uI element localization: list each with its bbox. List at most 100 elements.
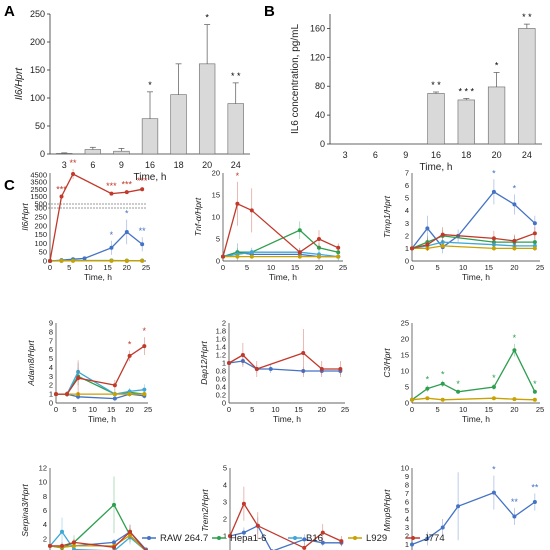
x-tick-label: 25 xyxy=(341,405,349,414)
x-tick-label: 10 xyxy=(89,405,97,414)
y-tick-label: 1.6 xyxy=(216,335,226,344)
x-tick-label: 20 xyxy=(492,150,502,160)
significance-star: ** xyxy=(531,483,539,493)
y-tick-label: 0 xyxy=(405,257,409,266)
series-j774: * xyxy=(221,171,341,259)
y-tick-label: 0.6 xyxy=(216,375,226,384)
data-point xyxy=(440,243,445,248)
panel-letter-b: B xyxy=(264,3,275,20)
significance-star: *** xyxy=(137,176,148,186)
legend-swatch-marker xyxy=(411,536,415,540)
data-point xyxy=(425,536,430,541)
series-j774: ******** *** *** xyxy=(48,158,148,263)
data-point xyxy=(512,238,517,243)
series-line xyxy=(222,202,339,257)
series-j774: ** xyxy=(54,326,147,397)
series-line xyxy=(49,534,147,550)
data-point xyxy=(440,232,445,237)
significance-star: * xyxy=(236,171,240,181)
data-point xyxy=(142,387,147,392)
data-point xyxy=(221,254,225,259)
x-tick-label: 3 xyxy=(343,150,348,160)
bar xyxy=(457,99,475,145)
significance-star: * xyxy=(441,370,445,380)
line-chart-c8: 0123450510152025Time, hTrem2/Hprt xyxy=(200,464,344,550)
legend-label: L929 xyxy=(366,533,387,544)
x-tick-label: 5 xyxy=(436,263,440,272)
y-tick-label: 1.8 xyxy=(216,327,226,336)
y-axis-title: Tnf-α/Hprt xyxy=(193,197,203,236)
data-point xyxy=(317,237,321,241)
x-tick-label: 16 xyxy=(145,160,155,170)
data-point xyxy=(59,194,64,199)
significance-star: * xyxy=(533,379,537,389)
data-point xyxy=(512,246,517,251)
data-point xyxy=(112,396,117,401)
data-point xyxy=(140,242,145,247)
y-tick-label: 0 xyxy=(40,149,45,159)
data-point xyxy=(319,367,324,371)
y-tick-label: 4 xyxy=(49,363,53,372)
x-tick-label: 9 xyxy=(403,150,408,160)
bar xyxy=(198,63,216,155)
bar xyxy=(56,153,73,155)
series-line xyxy=(411,241,535,250)
y-tick-label: 5 xyxy=(405,506,409,515)
significance-star: * xyxy=(110,230,114,240)
y-tick-label: 0 xyxy=(43,549,47,550)
legend-item-hepa1-6: Hepa1-6 xyxy=(212,533,266,544)
y-tick-label: 5 xyxy=(405,383,409,392)
y-tick-label: 8 xyxy=(405,481,409,490)
y-tick-label: 0 xyxy=(320,139,325,149)
series-hepa1-6: * * * * * * xyxy=(410,333,537,402)
x-axis-title: Time, h xyxy=(269,272,297,282)
data-point xyxy=(71,258,76,263)
series-line xyxy=(222,251,339,258)
significance-star: * * xyxy=(231,71,241,81)
data-point xyxy=(109,191,114,196)
y-tick-label: 9 xyxy=(405,472,409,481)
series-line xyxy=(411,232,536,250)
legend-label: J774 xyxy=(424,533,445,544)
y-tick-label: 1 xyxy=(223,532,227,541)
y-tick-label: 20 xyxy=(401,335,409,344)
x-tick-label: 18 xyxy=(174,160,184,170)
data-point xyxy=(512,397,517,402)
data-point xyxy=(456,504,461,509)
significance-star: * xyxy=(495,61,499,71)
x-tick-label: 3 xyxy=(62,160,67,170)
data-point xyxy=(112,392,117,397)
significance-star: * xyxy=(456,379,460,389)
y-tick-label: 1 xyxy=(222,359,226,368)
x-tick-label: 5 xyxy=(72,405,76,414)
x-tick-label: 20 xyxy=(318,405,326,414)
y-tick-label: 0 xyxy=(49,399,53,408)
y-tick-label: 0 xyxy=(216,257,220,266)
y-tick-label: 50 xyxy=(35,121,45,131)
legend: RAW 264.7 Hepa1-6 B16 L929 J774 xyxy=(142,533,445,544)
legend-label: B16 xyxy=(306,533,323,544)
y-tick-label: 4500 xyxy=(30,170,47,179)
series-raw-264-7: ** xyxy=(410,168,537,254)
x-tick-label: 15 xyxy=(107,405,115,414)
significance-star: ** xyxy=(511,497,519,507)
x-tick-label: 6 xyxy=(373,150,378,160)
bar xyxy=(518,28,536,145)
data-point xyxy=(228,534,232,538)
y-tick-label: 8 xyxy=(43,492,47,501)
bar xyxy=(170,94,187,155)
bar xyxy=(113,150,130,155)
y-tick-label: 3 xyxy=(49,372,53,381)
y-tick-label: 4 xyxy=(223,481,227,490)
panel-letter-a: A xyxy=(4,3,15,20)
data-point xyxy=(112,540,116,545)
y-tick-label: 1 xyxy=(405,244,409,253)
y-tick-label: 300 xyxy=(34,204,47,213)
x-tick-label: 15 xyxy=(485,263,493,272)
data-point xyxy=(54,392,58,397)
bar xyxy=(487,86,506,145)
data-point xyxy=(60,543,64,548)
y-tick-label: 2 xyxy=(405,532,409,541)
data-point xyxy=(76,376,81,381)
y-tick-label: 8 xyxy=(49,327,53,336)
